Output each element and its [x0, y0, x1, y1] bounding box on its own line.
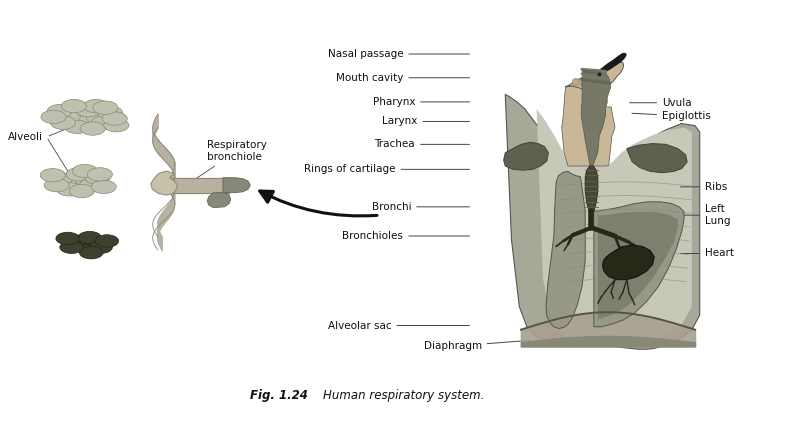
Circle shape [78, 231, 102, 244]
Text: Heart: Heart [680, 249, 734, 259]
Circle shape [40, 168, 65, 182]
Circle shape [81, 122, 106, 135]
Circle shape [73, 164, 98, 178]
Circle shape [83, 100, 109, 113]
Text: Alveolar sac: Alveolar sac [328, 321, 470, 330]
Circle shape [91, 116, 116, 130]
Circle shape [44, 179, 69, 192]
Text: Epiglottis: Epiglottis [632, 111, 711, 121]
Polygon shape [207, 193, 231, 208]
Circle shape [60, 176, 85, 189]
Circle shape [76, 173, 101, 187]
Polygon shape [582, 54, 626, 78]
Circle shape [98, 106, 123, 119]
Circle shape [72, 239, 95, 252]
Text: Trachea: Trachea [375, 139, 470, 149]
Circle shape [41, 110, 66, 124]
Text: Human respiratory system.: Human respiratory system. [323, 389, 484, 402]
Circle shape [104, 119, 129, 132]
Text: Bronchi: Bronchi [372, 202, 470, 212]
Circle shape [86, 111, 111, 124]
Text: Bronchioles: Bronchioles [343, 231, 470, 241]
Circle shape [85, 171, 110, 184]
Text: Alveoli: Alveoli [7, 132, 43, 142]
Circle shape [95, 235, 118, 247]
Circle shape [69, 113, 94, 126]
Polygon shape [598, 212, 678, 319]
Circle shape [80, 246, 103, 259]
Circle shape [69, 184, 94, 197]
Circle shape [102, 112, 127, 125]
Text: Uvula: Uvula [629, 98, 692, 108]
Circle shape [55, 110, 81, 124]
Circle shape [60, 241, 83, 254]
Text: Respiratory
bronchiole: Respiratory bronchiole [193, 140, 267, 181]
Circle shape [85, 236, 110, 249]
Text: Pharynx: Pharynx [372, 97, 470, 107]
Circle shape [48, 104, 73, 118]
Text: Left
Lung: Left Lung [684, 204, 731, 226]
Text: Fig. 1.24: Fig. 1.24 [251, 389, 313, 402]
Polygon shape [594, 202, 684, 327]
Circle shape [56, 232, 80, 245]
Polygon shape [505, 95, 700, 349]
Polygon shape [223, 178, 251, 193]
Ellipse shape [572, 78, 580, 85]
Circle shape [61, 100, 86, 113]
Text: Ribs: Ribs [680, 182, 728, 192]
Circle shape [93, 101, 118, 114]
Polygon shape [602, 245, 654, 280]
Polygon shape [627, 143, 688, 173]
Text: Diaphragm: Diaphragm [424, 340, 530, 352]
Polygon shape [546, 171, 585, 328]
Circle shape [87, 168, 112, 181]
Text: Larynx: Larynx [382, 116, 470, 127]
Polygon shape [562, 86, 615, 166]
Polygon shape [581, 69, 610, 165]
Circle shape [56, 183, 81, 196]
Circle shape [64, 120, 89, 133]
Circle shape [89, 241, 112, 254]
Circle shape [76, 103, 101, 117]
Circle shape [66, 168, 91, 181]
Polygon shape [566, 62, 624, 91]
Text: Rings of cartilage: Rings of cartilage [304, 164, 470, 174]
Polygon shape [151, 171, 177, 195]
Circle shape [80, 179, 105, 192]
Circle shape [62, 235, 85, 247]
Polygon shape [585, 166, 598, 211]
Text: Nasal passage: Nasal passage [328, 49, 470, 59]
Circle shape [51, 116, 76, 130]
Polygon shape [537, 109, 692, 344]
Circle shape [48, 173, 73, 186]
Text: Mouth cavity: Mouth cavity [336, 73, 470, 83]
Circle shape [91, 180, 116, 194]
Polygon shape [504, 142, 548, 170]
